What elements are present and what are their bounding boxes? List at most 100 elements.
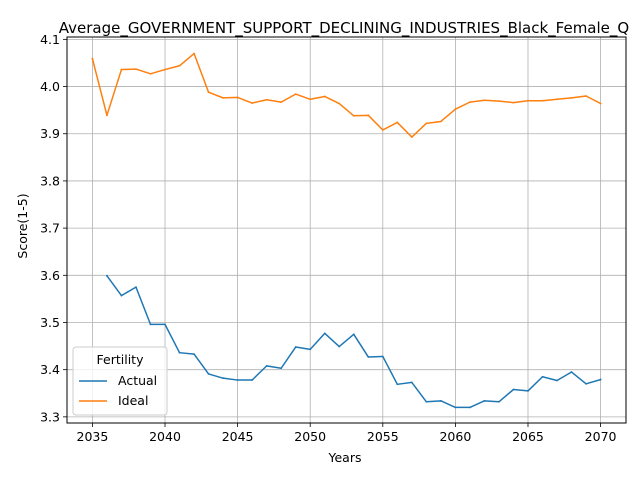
data-point-ideal (570, 96, 573, 99)
x-tick-label: 2045 (222, 429, 254, 444)
data-point-actual (207, 373, 210, 375)
data-point-ideal (323, 95, 326, 98)
data-point-actual (585, 382, 587, 385)
data-point-actual (193, 353, 195, 356)
data-point-actual (222, 377, 224, 380)
data-point-ideal (309, 98, 312, 101)
data-point-ideal (498, 100, 500, 103)
data-point-actual (396, 383, 399, 386)
data-point-ideal (352, 114, 355, 117)
data-point-actual (236, 379, 239, 381)
data-point-actual (352, 333, 355, 336)
data-point-ideal (149, 72, 152, 75)
data-point-ideal (541, 99, 544, 102)
data-point-ideal (338, 102, 341, 105)
plot-area-frame (66, 36, 627, 424)
data-point-actual (512, 388, 515, 391)
data-point-actual (367, 356, 370, 358)
data-point-actual (469, 406, 471, 409)
data-point-actual (120, 294, 123, 297)
data-point-actual (309, 348, 312, 351)
series-group (91, 52, 602, 409)
data-point-actual (149, 323, 152, 326)
data-point-ideal (396, 121, 399, 124)
y-axis-ticks: 3.3 3.4 3.5 3.6 3.7 3.8 3.9 4.0 4.1 (40, 32, 67, 424)
data-point-ideal (280, 101, 283, 104)
data-point-actual (106, 274, 108, 277)
y-tick-label: 3.3 (40, 409, 60, 424)
data-point-ideal (120, 68, 123, 71)
x-axis-label: Years (328, 450, 362, 465)
data-point-actual (323, 332, 326, 335)
data-point-actual (294, 346, 297, 348)
y-tick-label: 3.5 (40, 315, 60, 330)
data-point-actual (599, 378, 602, 381)
x-tick-label: 2050 (294, 429, 326, 444)
series-line-ideal (91, 52, 602, 138)
data-point-actual (410, 381, 413, 384)
data-point-ideal (367, 114, 370, 117)
data-point-ideal (207, 91, 210, 94)
chart-title: Average_GOVERNMENT_SUPPORT_DECLINING_IND… (59, 19, 629, 38)
y-tick-label: 3.6 (40, 268, 60, 283)
data-point-actual (454, 406, 457, 409)
data-point-actual (164, 323, 166, 326)
data-point-actual (570, 371, 573, 373)
data-point-actual (381, 355, 384, 358)
legend-label-actual: Actual (118, 373, 157, 388)
data-point-actual (425, 400, 428, 403)
x-tick-label: 2040 (149, 429, 181, 444)
data-point-actual (338, 345, 341, 348)
legend: Fertility Actual Ideal (72, 346, 168, 416)
data-point-ideal (265, 98, 268, 101)
data-point-ideal (178, 64, 181, 67)
data-point-ideal (527, 99, 529, 102)
data-point-actual (498, 400, 500, 403)
data-point-actual (483, 399, 486, 402)
data-point-ideal (585, 95, 587, 97)
y-tick-label: 3.8 (40, 173, 60, 188)
data-point-ideal (135, 68, 137, 70)
x-tick-label: 2065 (512, 429, 544, 444)
y-tick-label: 3.9 (40, 126, 60, 141)
data-point-ideal (469, 101, 471, 104)
data-point-ideal (454, 108, 457, 111)
data-point-ideal (222, 96, 224, 99)
x-tick-label: 2060 (439, 429, 471, 444)
data-point-ideal (294, 93, 297, 95)
data-point-actual (178, 351, 181, 354)
x-tick-label: 2055 (367, 429, 399, 444)
y-tick-label: 4.0 (40, 79, 60, 94)
x-tick-label: 2070 (585, 429, 617, 444)
data-point-ideal (381, 129, 384, 131)
data-point-ideal (512, 101, 515, 104)
data-point-ideal (251, 102, 254, 104)
legend-label-ideal: Ideal (118, 393, 148, 408)
data-point-ideal (91, 57, 94, 60)
data-point-ideal (164, 68, 166, 71)
legend-title: Fertility (97, 352, 145, 367)
data-point-actual (541, 375, 544, 378)
data-point-actual (439, 399, 442, 402)
data-point-actual (135, 286, 137, 288)
y-tick-label: 3.4 (40, 362, 60, 377)
x-axis-ticks: 2035 2040 2045 2050 2055 2060 2065 2070 (77, 423, 617, 444)
data-point-actual (527, 390, 529, 392)
data-point-ideal (439, 120, 442, 123)
data-point-ideal (599, 102, 602, 105)
data-point-actual (280, 367, 283, 370)
x-tick-label: 2035 (77, 429, 109, 444)
y-axis-label: Score(1-5) (15, 193, 30, 258)
data-point-ideal (410, 136, 413, 138)
data-point-ideal (425, 122, 428, 125)
data-point-ideal (483, 99, 486, 102)
data-point-actual (251, 379, 254, 381)
y-tick-label: 4.1 (40, 32, 60, 47)
data-point-ideal (193, 52, 195, 55)
data-point-actual (556, 379, 558, 382)
legend-box (72, 346, 168, 416)
data-point-actual (265, 365, 268, 367)
gridlines (67, 37, 626, 423)
data-point-ideal (106, 114, 108, 117)
